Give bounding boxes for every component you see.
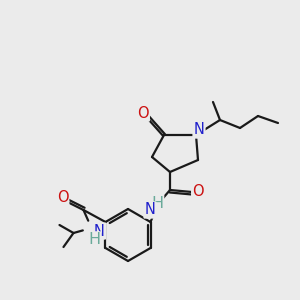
Text: O: O [57,190,68,206]
Text: N: N [145,202,155,217]
Text: O: O [137,106,149,121]
Text: N: N [194,122,204,137]
Text: O: O [192,184,204,199]
Text: H: H [151,196,163,211]
Text: N: N [94,224,105,238]
Text: H: H [88,232,101,247]
